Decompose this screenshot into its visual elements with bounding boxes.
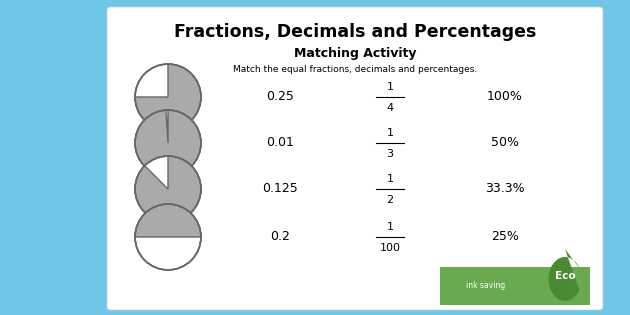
Text: 100%: 100% xyxy=(487,90,523,104)
Text: 0.2: 0.2 xyxy=(270,231,290,243)
Text: 4: 4 xyxy=(386,103,394,113)
Text: ink saving: ink saving xyxy=(466,282,506,290)
Text: 0.25: 0.25 xyxy=(266,90,294,104)
Text: 0.01: 0.01 xyxy=(266,136,294,150)
Text: Fractions, Decimals and Percentages: Fractions, Decimals and Percentages xyxy=(174,23,536,41)
Circle shape xyxy=(135,110,201,176)
Polygon shape xyxy=(549,249,580,301)
Text: Eco: Eco xyxy=(554,271,575,281)
Wedge shape xyxy=(135,204,201,237)
Text: Matching Activity: Matching Activity xyxy=(294,47,416,60)
Text: 33.3%: 33.3% xyxy=(485,182,525,196)
Wedge shape xyxy=(135,64,201,130)
FancyBboxPatch shape xyxy=(107,7,603,310)
Text: 0.125: 0.125 xyxy=(262,182,298,196)
Circle shape xyxy=(135,204,201,270)
Wedge shape xyxy=(135,156,201,222)
Text: 2: 2 xyxy=(386,195,394,205)
Circle shape xyxy=(135,64,201,130)
Text: Match the equal fractions, decimals and percentages.: Match the equal fractions, decimals and … xyxy=(233,65,477,73)
Wedge shape xyxy=(135,110,201,176)
Text: 100: 100 xyxy=(379,243,401,253)
Text: 1: 1 xyxy=(386,222,394,232)
Text: 3: 3 xyxy=(386,149,394,159)
FancyBboxPatch shape xyxy=(440,267,590,305)
Text: 25%: 25% xyxy=(491,231,519,243)
Text: 1: 1 xyxy=(386,128,394,138)
Text: 1: 1 xyxy=(386,174,394,184)
Text: 50%: 50% xyxy=(491,136,519,150)
Circle shape xyxy=(135,156,201,222)
Text: 1: 1 xyxy=(386,82,394,92)
